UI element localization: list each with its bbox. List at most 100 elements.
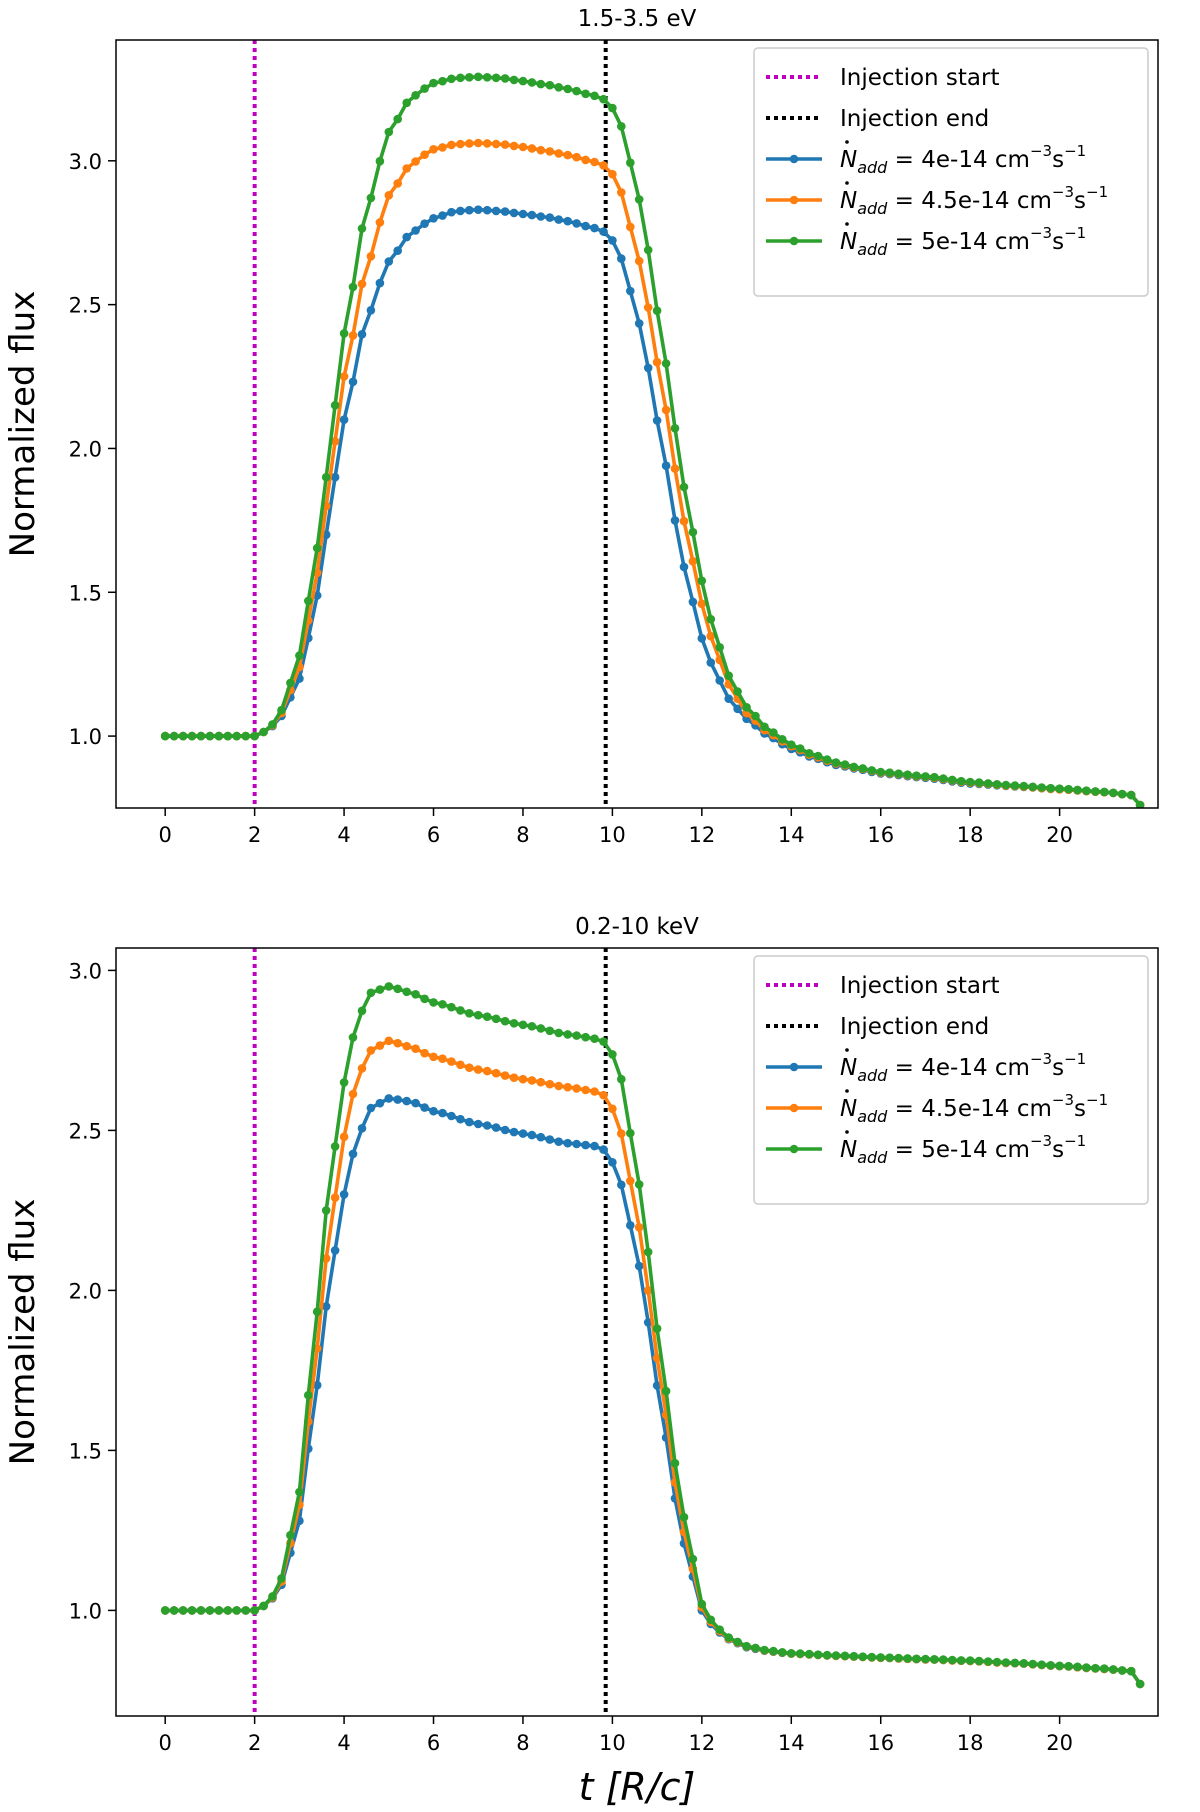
data-point bbox=[518, 1129, 528, 1138]
data-point bbox=[375, 985, 385, 994]
data-point bbox=[1073, 1662, 1082, 1672]
axes-frame bbox=[115, 39, 1159, 809]
data-point bbox=[608, 1104, 617, 1114]
data-point bbox=[599, 161, 608, 170]
data-point bbox=[652, 306, 662, 316]
x-tick-label: 2 bbox=[248, 1731, 261, 1755]
data-point bbox=[357, 1006, 367, 1016]
y-axis-label: Normalized flux bbox=[3, 1199, 43, 1466]
data-point bbox=[518, 76, 528, 86]
data-point bbox=[438, 1108, 447, 1118]
legend-marker bbox=[789, 236, 799, 246]
data-point bbox=[429, 214, 438, 223]
data-point bbox=[339, 1078, 349, 1087]
data-point bbox=[572, 86, 581, 96]
data-point bbox=[160, 1606, 170, 1615]
data-point bbox=[751, 711, 760, 721]
data-point bbox=[375, 278, 385, 288]
rate-value: = 4e-14 cm bbox=[887, 147, 1030, 173]
x-tick-label: 18 bbox=[957, 823, 984, 847]
y-tick-label: 1.0 bbox=[69, 1599, 102, 1623]
data-point bbox=[643, 303, 653, 312]
rate-unit: s bbox=[1052, 229, 1064, 255]
data-point bbox=[903, 1654, 912, 1663]
data-point bbox=[1028, 1659, 1038, 1669]
data-point bbox=[330, 1142, 340, 1151]
data-point bbox=[652, 357, 662, 367]
data-point bbox=[939, 1655, 948, 1664]
legend: Injection start Injection end Nadd = 4e-14… bbox=[753, 955, 1149, 1205]
data-point bbox=[617, 122, 626, 131]
data-point bbox=[599, 227, 608, 236]
legend-label: Injection end bbox=[840, 106, 989, 132]
data-point bbox=[330, 437, 340, 446]
data-point bbox=[384, 1094, 394, 1103]
data-point bbox=[634, 195, 644, 204]
data-point bbox=[661, 1386, 671, 1396]
data-point bbox=[384, 127, 394, 137]
plot-area bbox=[160, 40, 1145, 808]
data-point bbox=[509, 1127, 519, 1137]
data-point bbox=[1028, 782, 1038, 792]
x-tick-label: 6 bbox=[427, 823, 440, 847]
data-point bbox=[715, 643, 724, 652]
data-point bbox=[465, 73, 474, 82]
data-point bbox=[661, 359, 671, 368]
data-point bbox=[581, 1140, 590, 1150]
data-point bbox=[169, 731, 179, 741]
legend-box bbox=[753, 955, 1149, 1205]
data-point bbox=[1082, 786, 1091, 795]
rate-unit: s bbox=[1052, 147, 1064, 173]
data-point bbox=[867, 1652, 877, 1662]
data-point bbox=[795, 1649, 805, 1658]
data-point bbox=[572, 1139, 581, 1149]
data-point bbox=[304, 596, 313, 606]
data-point bbox=[581, 1085, 590, 1095]
data-point bbox=[733, 687, 742, 696]
data-point bbox=[643, 245, 653, 255]
x-tick-label: 14 bbox=[778, 823, 805, 847]
data-point bbox=[626, 158, 635, 167]
data-point bbox=[724, 694, 733, 703]
data-point bbox=[1109, 1665, 1118, 1674]
data-point bbox=[554, 1137, 563, 1146]
data-point bbox=[554, 215, 563, 224]
data-point bbox=[1100, 787, 1109, 797]
x-tick-label: 4 bbox=[337, 823, 350, 847]
data-point bbox=[679, 562, 689, 572]
data-point bbox=[259, 1601, 268, 1611]
data-point bbox=[384, 191, 394, 200]
data-point bbox=[751, 1643, 760, 1653]
plot-area bbox=[160, 948, 1145, 1716]
x-tick-label: 6 bbox=[427, 1731, 440, 1755]
data-point bbox=[813, 751, 823, 761]
data-point bbox=[232, 731, 241, 741]
data-point bbox=[1091, 787, 1100, 796]
data-point bbox=[518, 1020, 528, 1030]
data-point bbox=[223, 1606, 233, 1615]
data-point bbox=[447, 140, 456, 150]
data-point bbox=[1037, 783, 1046, 792]
rate-unit-exponent: −1 bbox=[1086, 183, 1108, 201]
data-point bbox=[339, 415, 349, 425]
data-point bbox=[697, 599, 707, 609]
data-point bbox=[509, 1073, 519, 1082]
data-point bbox=[411, 1098, 420, 1108]
data-point bbox=[366, 1103, 376, 1113]
data-point bbox=[429, 78, 438, 88]
data-point bbox=[1055, 1661, 1064, 1671]
data-point bbox=[402, 164, 412, 173]
data-point bbox=[599, 94, 608, 104]
data-point bbox=[375, 218, 385, 227]
data-point bbox=[742, 703, 751, 712]
data-point bbox=[724, 671, 733, 680]
data-point bbox=[1082, 1663, 1091, 1672]
symbol-dot bbox=[845, 140, 849, 144]
data-point bbox=[626, 286, 635, 296]
data-point bbox=[518, 1074, 528, 1084]
data-point bbox=[402, 987, 412, 997]
data-point bbox=[804, 1649, 814, 1659]
data-point bbox=[402, 1041, 412, 1051]
data-point bbox=[348, 1149, 358, 1159]
data-point bbox=[992, 1657, 1002, 1667]
